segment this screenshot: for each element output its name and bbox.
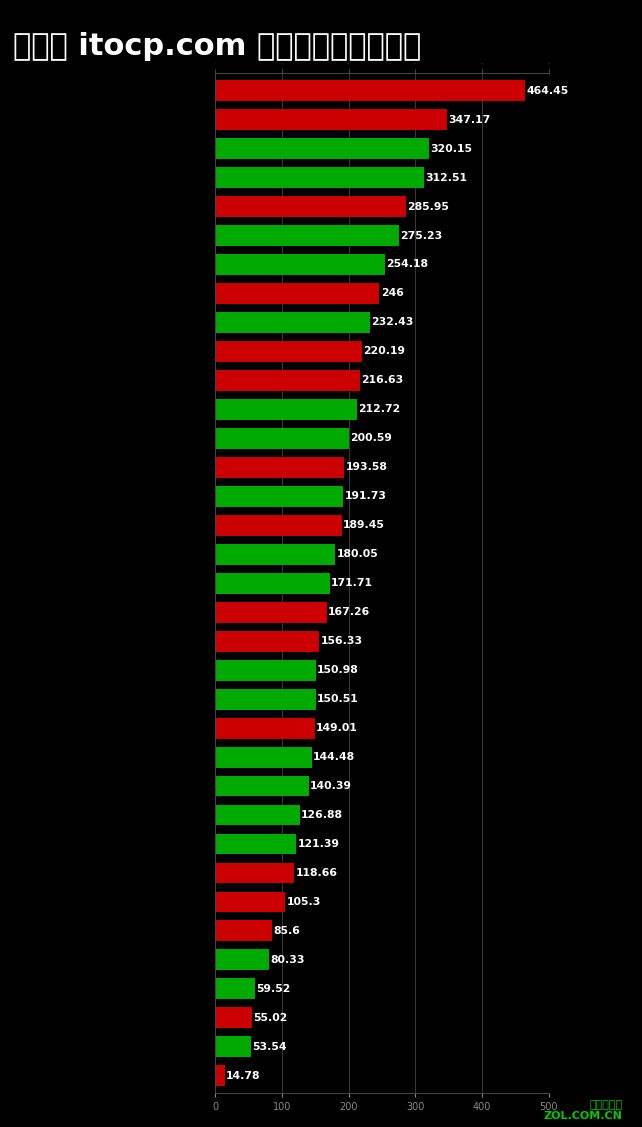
Text: 275.23: 275.23 <box>400 231 442 240</box>
Text: 232.43: 232.43 <box>372 318 414 328</box>
Text: 玩家堂 itocp.com 显卡单卡满载功耗表: 玩家堂 itocp.com 显卡单卡满载功耗表 <box>13 32 421 61</box>
Text: 140.39: 140.39 <box>310 781 352 791</box>
Bar <box>215 862 294 884</box>
Text: 193.58: 193.58 <box>345 462 388 472</box>
Bar <box>215 196 406 218</box>
Text: 126.88: 126.88 <box>301 810 343 820</box>
Text: 189.45: 189.45 <box>343 521 385 531</box>
Text: 191.73: 191.73 <box>344 491 386 502</box>
Bar <box>215 805 300 825</box>
Bar <box>215 834 296 854</box>
Bar <box>215 139 429 159</box>
Bar <box>215 1065 225 1086</box>
Bar <box>215 891 286 913</box>
Bar <box>215 949 269 970</box>
Text: 464.45: 464.45 <box>526 86 569 96</box>
Bar <box>215 775 309 797</box>
Text: 59.52: 59.52 <box>256 984 291 994</box>
Text: 180.05: 180.05 <box>336 549 378 559</box>
Text: 149.01: 149.01 <box>316 724 358 733</box>
Bar <box>215 689 316 710</box>
Bar <box>215 921 272 941</box>
Text: 118.66: 118.66 <box>295 868 338 878</box>
Bar <box>215 747 311 767</box>
Text: 246: 246 <box>381 289 404 299</box>
Bar <box>215 254 385 275</box>
Bar <box>215 486 343 507</box>
Text: 212.72: 212.72 <box>358 405 401 415</box>
Bar <box>215 428 349 449</box>
Text: 285.95: 285.95 <box>407 202 449 212</box>
Bar <box>215 602 327 622</box>
Text: 312.51: 312.51 <box>425 172 467 183</box>
Bar <box>215 80 525 101</box>
Bar <box>215 109 447 130</box>
Bar <box>215 978 255 1000</box>
Bar <box>215 370 360 391</box>
Text: 80.33: 80.33 <box>270 955 304 965</box>
Bar <box>215 225 399 246</box>
Bar <box>215 167 424 188</box>
Bar <box>215 456 344 478</box>
Text: 171.71: 171.71 <box>331 578 373 588</box>
Text: 320.15: 320.15 <box>430 143 472 153</box>
Bar <box>215 399 357 419</box>
Text: 中关村在线
ZOL.COM.CN: 中关村在线 ZOL.COM.CN <box>544 1100 623 1121</box>
Text: 105.3: 105.3 <box>287 897 321 907</box>
Bar <box>215 573 330 594</box>
Text: 150.98: 150.98 <box>317 665 359 675</box>
Text: 347.17: 347.17 <box>448 115 490 125</box>
Text: 216.63: 216.63 <box>361 375 403 385</box>
Bar <box>215 312 370 332</box>
Bar <box>215 718 315 738</box>
Bar <box>215 283 379 304</box>
Text: 254.18: 254.18 <box>386 259 428 269</box>
Text: 55.02: 55.02 <box>253 1013 288 1023</box>
Text: 85.6: 85.6 <box>273 926 300 935</box>
Text: 220.19: 220.19 <box>363 346 405 356</box>
Bar <box>215 1037 251 1057</box>
Bar <box>215 631 320 651</box>
Bar <box>215 544 335 565</box>
Text: 14.78: 14.78 <box>226 1071 261 1081</box>
Text: 144.48: 144.48 <box>313 752 355 762</box>
Text: 150.51: 150.51 <box>317 694 359 704</box>
Text: 156.33: 156.33 <box>321 636 363 646</box>
Text: 121.39: 121.39 <box>297 838 340 849</box>
Bar <box>215 1008 252 1028</box>
Bar <box>215 341 362 362</box>
Bar <box>215 515 342 535</box>
Text: 167.26: 167.26 <box>328 607 370 618</box>
Bar <box>215 659 316 681</box>
Text: 53.54: 53.54 <box>252 1041 286 1051</box>
Text: 200.59: 200.59 <box>351 434 392 443</box>
